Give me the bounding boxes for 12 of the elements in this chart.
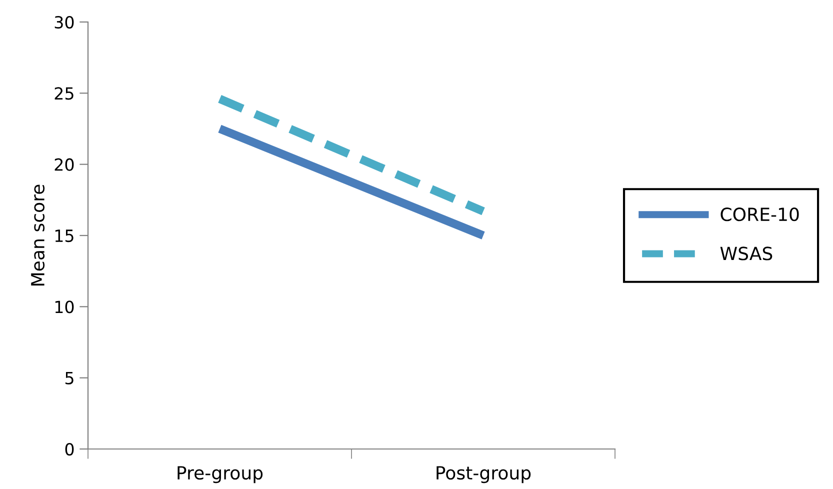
y-tick-label: 25 bbox=[54, 87, 74, 100]
y-axis-title: Mean score bbox=[31, 184, 45, 286]
x-tick-label: Post-group bbox=[436, 466, 531, 484]
y-tick-label: 15 bbox=[55, 230, 74, 242]
y-tick-label: 30 bbox=[54, 16, 74, 29]
x-tick-label: Pre-group bbox=[178, 466, 263, 484]
y-tick-label: 20 bbox=[54, 158, 74, 171]
y-tick-label: 5 bbox=[65, 372, 74, 384]
legend-label: CORE-10 bbox=[720, 208, 799, 222]
y-tick-label: 0 bbox=[65, 442, 74, 456]
legend-label: WSAS bbox=[720, 246, 772, 260]
y-tick-label: 10 bbox=[55, 300, 74, 314]
